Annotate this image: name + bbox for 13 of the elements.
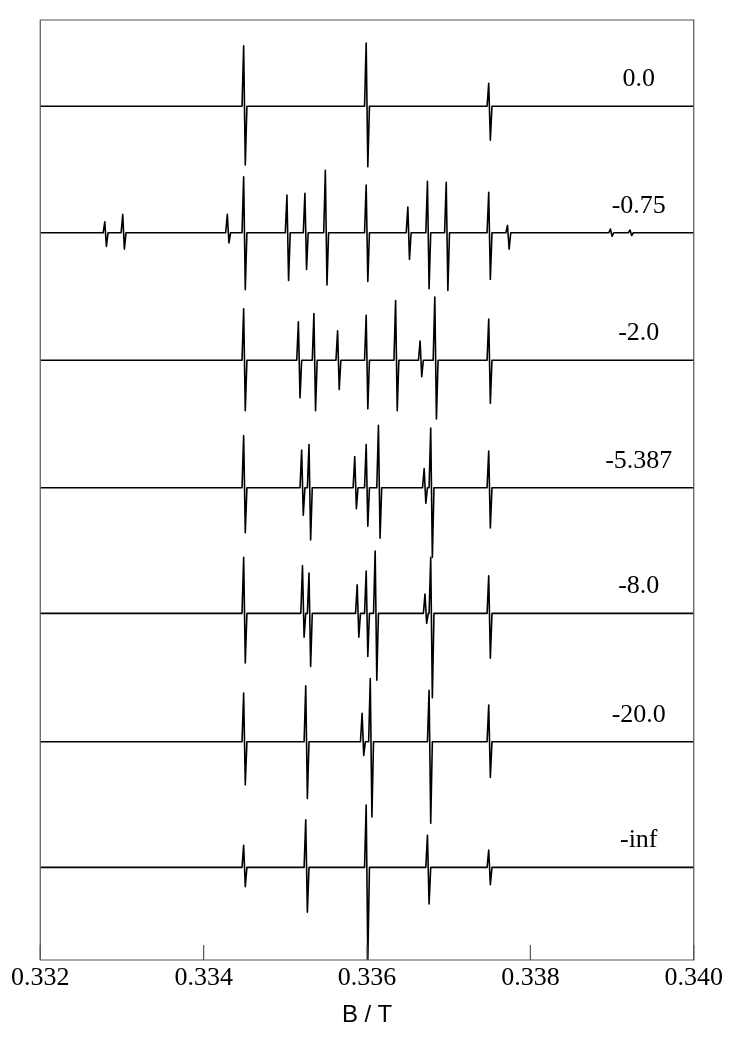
x-tick-label: 0.340 [664,962,723,992]
series-label: -inf [619,824,658,854]
x-tick-label: 0.336 [337,962,397,992]
series-label: -2.0 [618,317,660,347]
x-tick-label: 0.332 [11,962,70,992]
x-axis-title: B / T [341,1000,393,1028]
series-label: -0.75 [611,189,666,219]
series-label: -5.387 [605,444,673,474]
series-label: -20.0 [611,698,666,728]
x-tick-label: 0.334 [174,962,233,992]
series-label: 0.0 [622,63,655,93]
x-tick-label: 0.338 [501,962,560,992]
series-label: -8.0 [618,570,660,600]
